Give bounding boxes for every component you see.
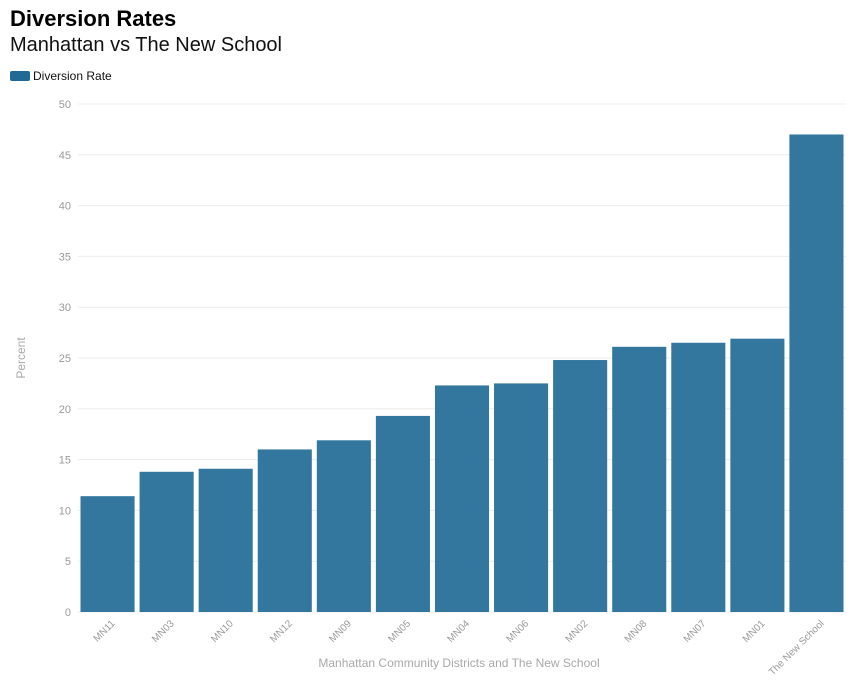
legend: Diversion Rate — [10, 69, 112, 83]
bar-mn03 — [139, 471, 194, 612]
bar-the-new-school — [789, 134, 844, 613]
x-tick-label: MN12 — [268, 618, 295, 645]
x-tick-label: MN10 — [209, 618, 236, 645]
bar-mn02 — [553, 360, 608, 612]
legend-label: Diversion Rate — [33, 69, 112, 83]
x-tick-label: MN09 — [327, 618, 354, 645]
bar-mn06 — [494, 383, 549, 612]
bar-mn01 — [730, 338, 785, 612]
x-axis-label: Manhattan Community Districts and The Ne… — [318, 656, 599, 670]
bar-mn08 — [612, 346, 667, 612]
y-tick-label: 30 — [59, 302, 71, 314]
x-tick-label: MN04 — [445, 618, 472, 645]
y-tick-label: 25 — [59, 353, 71, 365]
chart-subtitle: Manhattan vs The New School — [10, 34, 283, 56]
x-tick-label: MN06 — [505, 618, 532, 645]
bar-mn09 — [316, 440, 371, 612]
y-tick-label: 0 — [65, 607, 71, 619]
x-tick-label: The New School — [767, 618, 827, 678]
x-tick-label: MN02 — [564, 618, 591, 645]
bar-mn05 — [375, 415, 430, 612]
x-tick-label: MN07 — [682, 618, 709, 645]
bar-mn04 — [434, 385, 490, 612]
y-tick-label: 20 — [59, 404, 71, 416]
y-tick-label: 35 — [59, 251, 71, 263]
bar-mn07 — [671, 342, 726, 612]
bars — [80, 134, 844, 613]
legend-swatch — [10, 71, 30, 81]
y-tick-label: 45 — [59, 150, 71, 162]
y-axis-ticks: 0 5 10 15 20 25 30 35 40 45 50 — [59, 99, 71, 619]
x-tick-label: MN05 — [386, 618, 413, 645]
y-tick-label: 10 — [59, 505, 71, 517]
chart-title: Diversion Rates — [10, 6, 177, 31]
x-tick-label: MN08 — [623, 618, 650, 645]
x-tick-label: MN11 — [92, 618, 118, 644]
y-tick-label: 40 — [59, 201, 71, 213]
y-tick-label: 5 — [65, 556, 71, 568]
x-tick-label: MN03 — [150, 618, 177, 645]
bar-mn12 — [257, 449, 312, 612]
bar-mn10 — [198, 468, 253, 612]
x-tick-label: MN01 — [741, 618, 768, 645]
y-tick-label: 50 — [59, 99, 71, 111]
bar-mn11 — [80, 496, 135, 612]
y-tick-label: 15 — [59, 455, 71, 467]
y-axis-label: Percent — [14, 337, 28, 379]
